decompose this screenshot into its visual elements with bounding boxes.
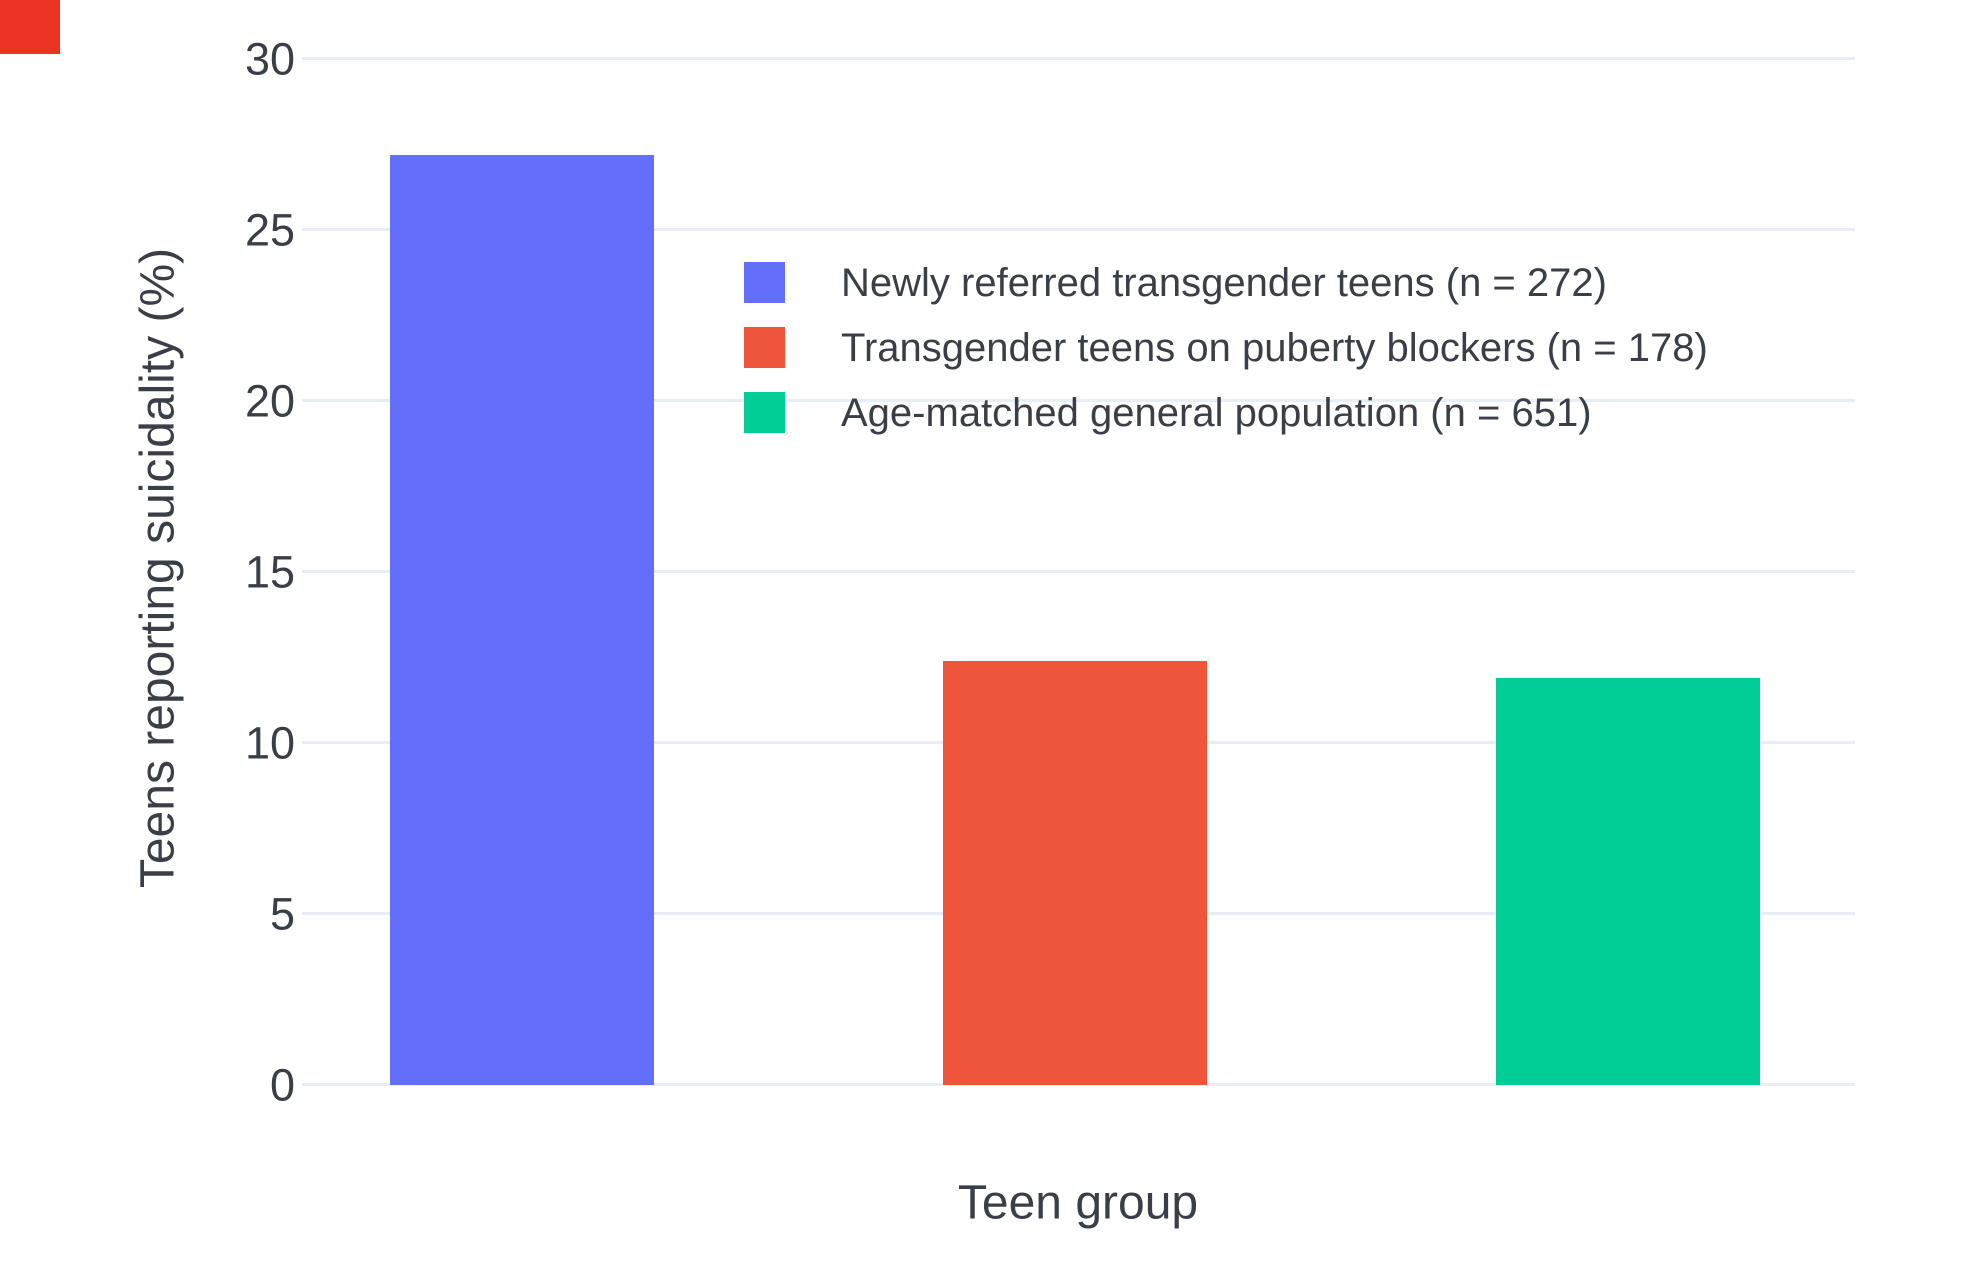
- legend-item-1[interactable]: Transgender teens on puberty blockers (n…: [744, 327, 1708, 368]
- y-tick-label: 5: [269, 888, 295, 940]
- y-axis-tick-labels: 0 5 10 15 20 25 30: [0, 37, 295, 1108]
- legend-swatch-icon: [744, 262, 785, 303]
- legend-label: Newly referred transgender teens (n = 27…: [841, 260, 1607, 305]
- y-tick-label: 25: [244, 204, 295, 256]
- legend: Newly referred transgender teens (n = 27…: [744, 262, 1708, 457]
- gridline: [302, 57, 1855, 60]
- legend-label: Transgender teens on puberty blockers (n…: [841, 325, 1708, 370]
- gridline: [302, 570, 1855, 573]
- bar-2: [1496, 678, 1760, 1085]
- legend-swatch-icon: [744, 392, 785, 433]
- legend-label: Age-matched general population (n = 651): [841, 390, 1592, 435]
- gridline: [302, 399, 1855, 402]
- x-axis-title: Teen group: [957, 1176, 1199, 1230]
- y-tick-label: 30: [244, 33, 295, 85]
- bar-0: [390, 154, 654, 1085]
- y-tick-label: 20: [244, 375, 295, 427]
- corner-red-marker: [0, 0, 60, 54]
- y-tick-label: 15: [244, 546, 295, 598]
- plot-area: [302, 57, 1855, 1086]
- bar-1: [943, 660, 1207, 1085]
- y-tick-label: 10: [244, 717, 295, 769]
- legend-swatch-icon: [744, 327, 785, 368]
- gridline: [302, 228, 1855, 231]
- y-tick-label: 0: [269, 1059, 295, 1111]
- legend-item-2[interactable]: Age-matched general population (n = 651): [744, 392, 1708, 433]
- bars-container: [302, 59, 1855, 1085]
- legend-item-0[interactable]: Newly referred transgender teens (n = 27…: [744, 262, 1708, 303]
